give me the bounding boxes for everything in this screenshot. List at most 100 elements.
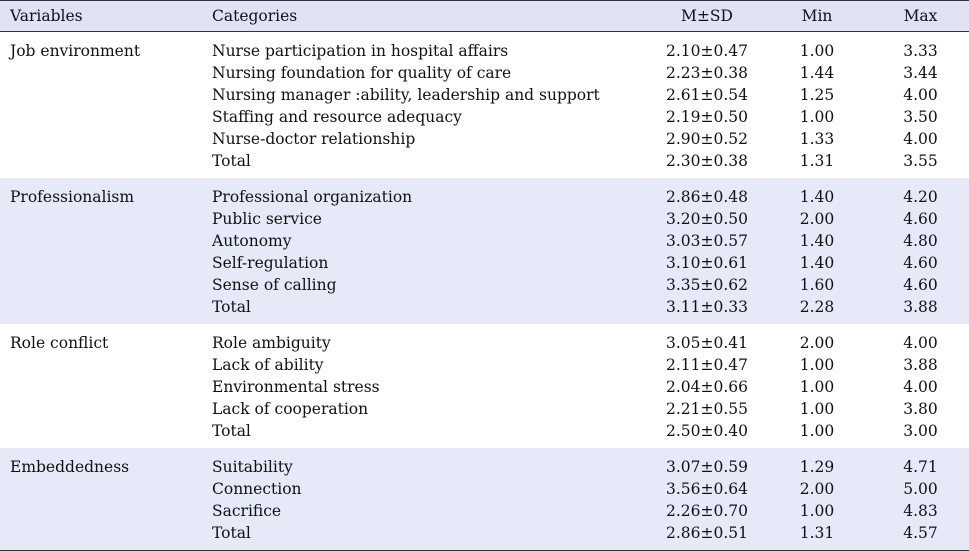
msd-cell: 2.61±0.54 xyxy=(665,86,748,104)
max-cell: 4.60 xyxy=(903,210,938,228)
variable-cell-empty xyxy=(0,208,212,230)
table-row: Role conflict Role ambiguity 3.05±0.41 2.00… xyxy=(0,324,969,354)
header-max: Max xyxy=(903,7,938,25)
variable-label: Professionalism xyxy=(10,188,135,206)
msd-cell: 3.35±0.62 xyxy=(665,276,748,294)
min-cell: 2.28 xyxy=(799,298,835,316)
category-cell: Staffing and resource adequacy xyxy=(212,108,462,126)
msd-cell: 3.10±0.61 xyxy=(665,254,748,272)
category-cell: Nurse participation in hospital affairs xyxy=(212,42,509,60)
max-cell: 3.50 xyxy=(903,108,938,126)
msd-cell: 2.90±0.52 xyxy=(665,130,748,148)
variable-cell-empty xyxy=(0,478,212,500)
variable-cell-empty xyxy=(0,376,212,398)
table-row: Lack of cooperation 2.21±0.55 1.00 3.80 xyxy=(0,398,969,420)
msd-cell: 2.26±0.70 xyxy=(665,502,748,520)
msd-cell: 3.11±0.33 xyxy=(665,298,748,316)
table-row: Self-regulation 3.10±0.61 1.40 4.60 xyxy=(0,252,969,274)
variable-cell-empty xyxy=(0,84,212,106)
table-header: Variables Categories M±SD Min Max xyxy=(0,0,969,32)
category-cell: Nurse-doctor relationship xyxy=(212,130,416,148)
max-cell: 4.71 xyxy=(903,458,938,476)
max-cell: 4.60 xyxy=(903,254,938,272)
category-cell: Role ambiguity xyxy=(212,334,331,352)
max-cell: 3.88 xyxy=(903,298,938,316)
msd-cell: 2.50±0.40 xyxy=(665,422,748,440)
table-row: Sacrifice 2.26±0.70 1.00 4.83 xyxy=(0,500,969,522)
min-cell: 1.00 xyxy=(799,42,835,60)
max-cell: 3.88 xyxy=(903,356,938,374)
msd-cell: 3.05±0.41 xyxy=(665,334,748,352)
min-cell: 1.29 xyxy=(799,458,835,476)
header-categories: Categories xyxy=(212,7,298,25)
msd-cell: 2.10±0.47 xyxy=(665,42,748,60)
category-cell: Total xyxy=(212,152,251,170)
category-cell: Sacrifice xyxy=(212,502,282,520)
variable-cell-empty xyxy=(0,150,212,178)
group-role-conflict: Role conflict Role ambiguity 3.05±0.41 2.00… xyxy=(0,324,969,448)
msd-cell: 2.86±0.48 xyxy=(665,188,748,206)
group-embeddedness: Embeddedness Suitability 3.07±0.59 1.29 4.71… xyxy=(0,448,969,551)
table-row: Total 2.86±0.51 1.31 4.57 xyxy=(0,522,969,551)
table-row: Public service 3.20±0.50 2.00 4.60 xyxy=(0,208,969,230)
category-cell: Self-regulation xyxy=(212,254,329,272)
table-row: Job environment Nurse participation in ho… xyxy=(0,32,969,63)
table-row: Professionalism Professional organization… xyxy=(0,178,969,208)
variable-cell-empty xyxy=(0,230,212,252)
group-job-environment: Job environment Nurse participation in ho… xyxy=(0,32,969,179)
table-row: Sense of calling 3.35±0.62 1.60 4.60 xyxy=(0,274,969,296)
header-msd: M±SD xyxy=(681,7,733,25)
min-cell: 1.00 xyxy=(799,502,835,520)
table-row: Total 2.30±0.38 1.31 3.55 xyxy=(0,150,969,178)
min-cell: 1.40 xyxy=(799,254,835,272)
msd-cell: 3.07±0.59 xyxy=(665,458,748,476)
category-cell: Nursing foundation for quality of care xyxy=(212,64,512,82)
category-cell: Lack of cooperation xyxy=(212,400,369,418)
msd-cell: 2.21±0.55 xyxy=(665,400,748,418)
variable-cell-empty xyxy=(0,500,212,522)
max-cell: 4.00 xyxy=(903,378,938,396)
category-cell: Total xyxy=(212,298,251,316)
min-cell: 1.00 xyxy=(799,400,835,418)
min-cell: 1.25 xyxy=(799,86,835,104)
category-cell: Lack of ability xyxy=(212,356,324,374)
msd-cell: 3.20±0.50 xyxy=(665,210,748,228)
min-cell: 1.44 xyxy=(799,64,835,82)
category-cell: Total xyxy=(212,522,652,551)
header-row: Variables Categories M±SD Min Max xyxy=(0,0,969,32)
msd-cell: 2.04±0.66 xyxy=(665,378,748,396)
min-cell: 1.00 xyxy=(799,356,835,374)
max-cell: 3.80 xyxy=(903,400,938,418)
max-cell: 4.00 xyxy=(903,334,938,352)
variable-cell-empty xyxy=(0,420,212,448)
min-cell: 1.00 xyxy=(799,108,835,126)
min-cell: 1.40 xyxy=(799,232,835,250)
msd-cell: 2.86±0.51 xyxy=(652,522,762,551)
category-cell: Total xyxy=(212,422,251,440)
min-cell: 1.40 xyxy=(799,188,835,206)
header-variables: Variables xyxy=(10,7,83,25)
variable-cell-empty xyxy=(0,296,212,324)
variable-cell-empty xyxy=(0,106,212,128)
max-cell: 4.00 xyxy=(903,86,938,104)
category-cell: Autonomy xyxy=(212,232,292,250)
msd-cell: 2.19±0.50 xyxy=(665,108,748,126)
max-cell: 4.83 xyxy=(903,502,938,520)
max-cell: 3.33 xyxy=(903,42,938,60)
group-professionalism: Professionalism Professional organization… xyxy=(0,178,969,324)
min-cell: 2.00 xyxy=(799,210,835,228)
min-cell: 1.31 xyxy=(762,522,872,551)
category-cell: Nursing manager :ability, leadership and… xyxy=(212,86,600,104)
table-row: Staffing and resource adequacy 2.19±0.50 1… xyxy=(0,106,969,128)
variable-cell-empty xyxy=(0,354,212,376)
max-cell: 3.00 xyxy=(903,422,938,440)
variable-label: Embeddedness xyxy=(10,458,130,476)
category-cell: Environmental stress xyxy=(212,378,380,396)
max-cell: 4.80 xyxy=(903,232,938,250)
category-cell: Professional organization xyxy=(212,188,413,206)
variable-cell-empty xyxy=(0,252,212,274)
variable-cell-empty xyxy=(0,128,212,150)
table-row: Nursing foundation for quality of care 2.… xyxy=(0,62,969,84)
table-row: Lack of ability 2.11±0.47 1.00 3.88 xyxy=(0,354,969,376)
table-row: Nurse-doctor relationship 2.90±0.52 1.33 4.… xyxy=(0,128,969,150)
